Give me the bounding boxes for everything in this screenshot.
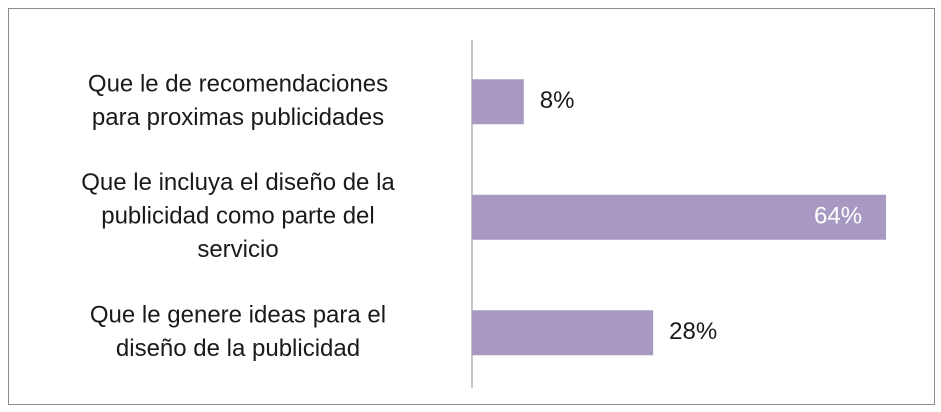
category-label: Que le incluya el diseño de la <box>81 169 395 196</box>
bar <box>472 79 524 125</box>
bar <box>472 194 887 240</box>
bar <box>472 310 654 356</box>
category-label: Que le de recomendaciones <box>88 70 388 97</box>
category-label: publicidad como parte del <box>101 203 375 230</box>
category-label: para proximas publicidades <box>92 104 384 131</box>
value-label: 8% <box>540 87 575 114</box>
category-label: Que le genere ideas para el <box>90 301 386 328</box>
value-label: 64% <box>814 203 862 230</box>
category-label: servicio <box>197 236 278 263</box>
value-label: 28% <box>669 318 717 345</box>
category-label: diseño de la publicidad <box>116 335 360 362</box>
